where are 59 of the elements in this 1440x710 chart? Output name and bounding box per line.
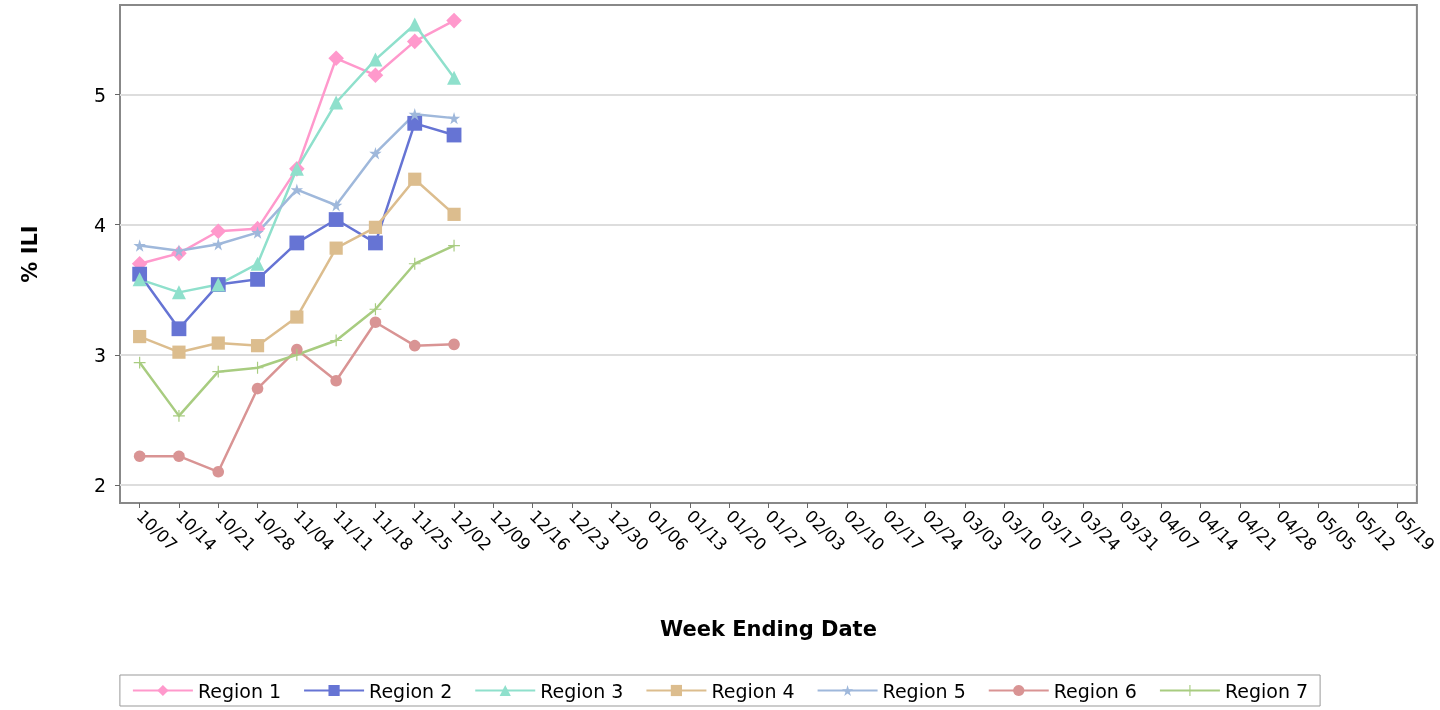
point	[328, 50, 344, 67]
point	[211, 336, 225, 350]
point	[329, 95, 344, 110]
point	[447, 207, 461, 221]
point	[250, 339, 265, 353]
y-axis-title: % ILI	[17, 225, 42, 283]
point	[172, 244, 186, 257]
legend-label: Region 1	[197, 679, 282, 702]
point	[447, 111, 461, 125]
point	[329, 199, 343, 212]
point	[328, 212, 344, 227]
point	[210, 223, 227, 240]
point	[250, 271, 265, 287]
point	[133, 329, 147, 344]
legend-label: Region 3	[540, 679, 624, 702]
point	[369, 147, 382, 160]
point	[406, 33, 423, 50]
point	[290, 183, 304, 196]
point	[173, 450, 185, 462]
point	[448, 338, 460, 351]
point	[368, 235, 383, 251]
point	[171, 285, 186, 300]
y-tick-label: 4	[93, 213, 106, 236]
legend-label: Region 7	[1224, 679, 1309, 702]
point	[408, 172, 422, 186]
point	[330, 374, 342, 387]
point	[133, 450, 146, 462]
point	[367, 67, 384, 84]
point	[250, 256, 265, 271]
point	[172, 345, 186, 359]
point	[448, 239, 460, 252]
point	[407, 115, 423, 131]
y-tick-label: 5	[93, 83, 106, 106]
point	[289, 235, 305, 251]
legend-label: Region 5	[882, 679, 966, 702]
point	[446, 12, 462, 29]
point	[212, 466, 225, 478]
y-tick-label: 2	[93, 473, 106, 496]
legend-label: Region 6	[1053, 679, 1137, 702]
point	[173, 409, 185, 422]
point	[368, 52, 383, 67]
point	[447, 70, 462, 85]
point	[251, 226, 264, 239]
point	[407, 17, 422, 32]
point	[329, 241, 343, 255]
point	[368, 220, 383, 234]
point	[291, 343, 303, 356]
point	[251, 382, 264, 395]
legend-label: Region 4	[711, 679, 795, 702]
y-tick-label: 3	[93, 343, 106, 366]
point	[132, 272, 147, 287]
point	[290, 310, 304, 324]
legend-label: Region 2	[369, 679, 453, 702]
point	[408, 339, 421, 352]
point	[133, 239, 146, 252]
x-axis-title: Week Ending Date	[660, 616, 877, 641]
point	[171, 321, 187, 337]
point	[408, 108, 421, 121]
point	[369, 316, 382, 329]
